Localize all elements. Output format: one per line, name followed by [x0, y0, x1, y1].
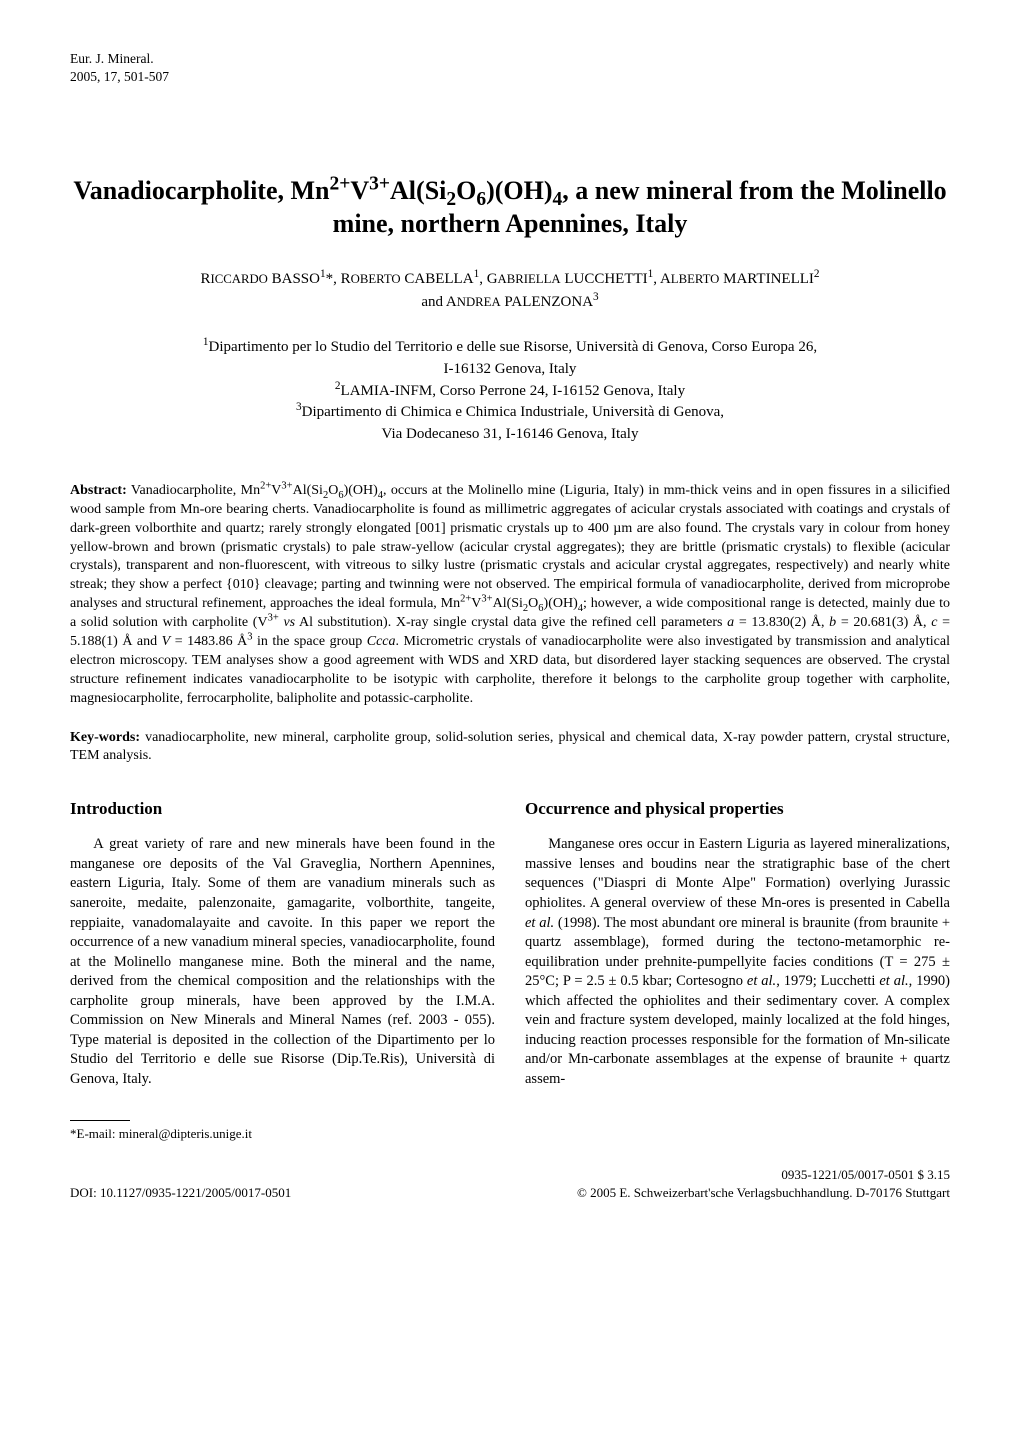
body-columns: Introduction A great variety of rare and… — [70, 798, 950, 1089]
journal-header: Eur. J. Mineral. 2005, 17, 501-507 — [70, 50, 950, 85]
footer-issn-price: 0935-1221/05/0017-0501 $ 3.15 — [577, 1166, 950, 1184]
abstract-text: Vanadiocarpholite, Mn2+V3+Al(Si2O6)(OH)4… — [70, 483, 950, 706]
section-heading-occurrence: Occurrence and physical properties — [525, 798, 950, 821]
article-title: Vanadiocarpholite, Mn2+V3+Al(Si2O6)(OH)4… — [70, 175, 950, 240]
footnote-rule — [70, 1120, 130, 1121]
left-column: Introduction A great variety of rare and… — [70, 798, 495, 1089]
authors-list: RICCARDO BASSO1*, ROBERTO CABELLA1, GABR… — [70, 268, 950, 313]
abstract-label: Abstract: — [70, 483, 127, 498]
footnote-email: *E-mail: mineral@dipteris.unige.it — [70, 1125, 950, 1143]
abstract: Abstract: Vanadiocarpholite, Mn2+V3+Al(S… — [70, 482, 950, 709]
right-column: Occurrence and physical properties Manga… — [525, 798, 950, 1089]
journal-name: Eur. J. Mineral. — [70, 50, 950, 68]
section-heading-introduction: Introduction — [70, 798, 495, 821]
keywords: Key-words: vanadiocarpholite, new minera… — [70, 729, 950, 767]
footer-right: 0935-1221/05/0017-0501 $ 3.15 © 2005 E. … — [577, 1166, 950, 1201]
introduction-body: A great variety of rare and new minerals… — [70, 835, 495, 1089]
footer-copyright: © 2005 E. Schweizerbart'sche Verlagsbuch… — [577, 1184, 950, 1202]
keywords-label: Key-words: — [70, 730, 140, 745]
page-footer: DOI: 10.1127/0935-1221/2005/0017-0501 09… — [70, 1166, 950, 1201]
occurrence-body: Manganese ores occur in Eastern Liguria … — [525, 835, 950, 1089]
footer-doi: DOI: 10.1127/0935-1221/2005/0017-0501 — [70, 1184, 291, 1202]
affiliations: 1Dipartimento per lo Studio del Territor… — [70, 337, 950, 446]
keywords-text: vanadiocarpholite, new mineral, carpholi… — [70, 730, 950, 764]
journal-citation: 2005, 17, 501-507 — [70, 68, 950, 86]
